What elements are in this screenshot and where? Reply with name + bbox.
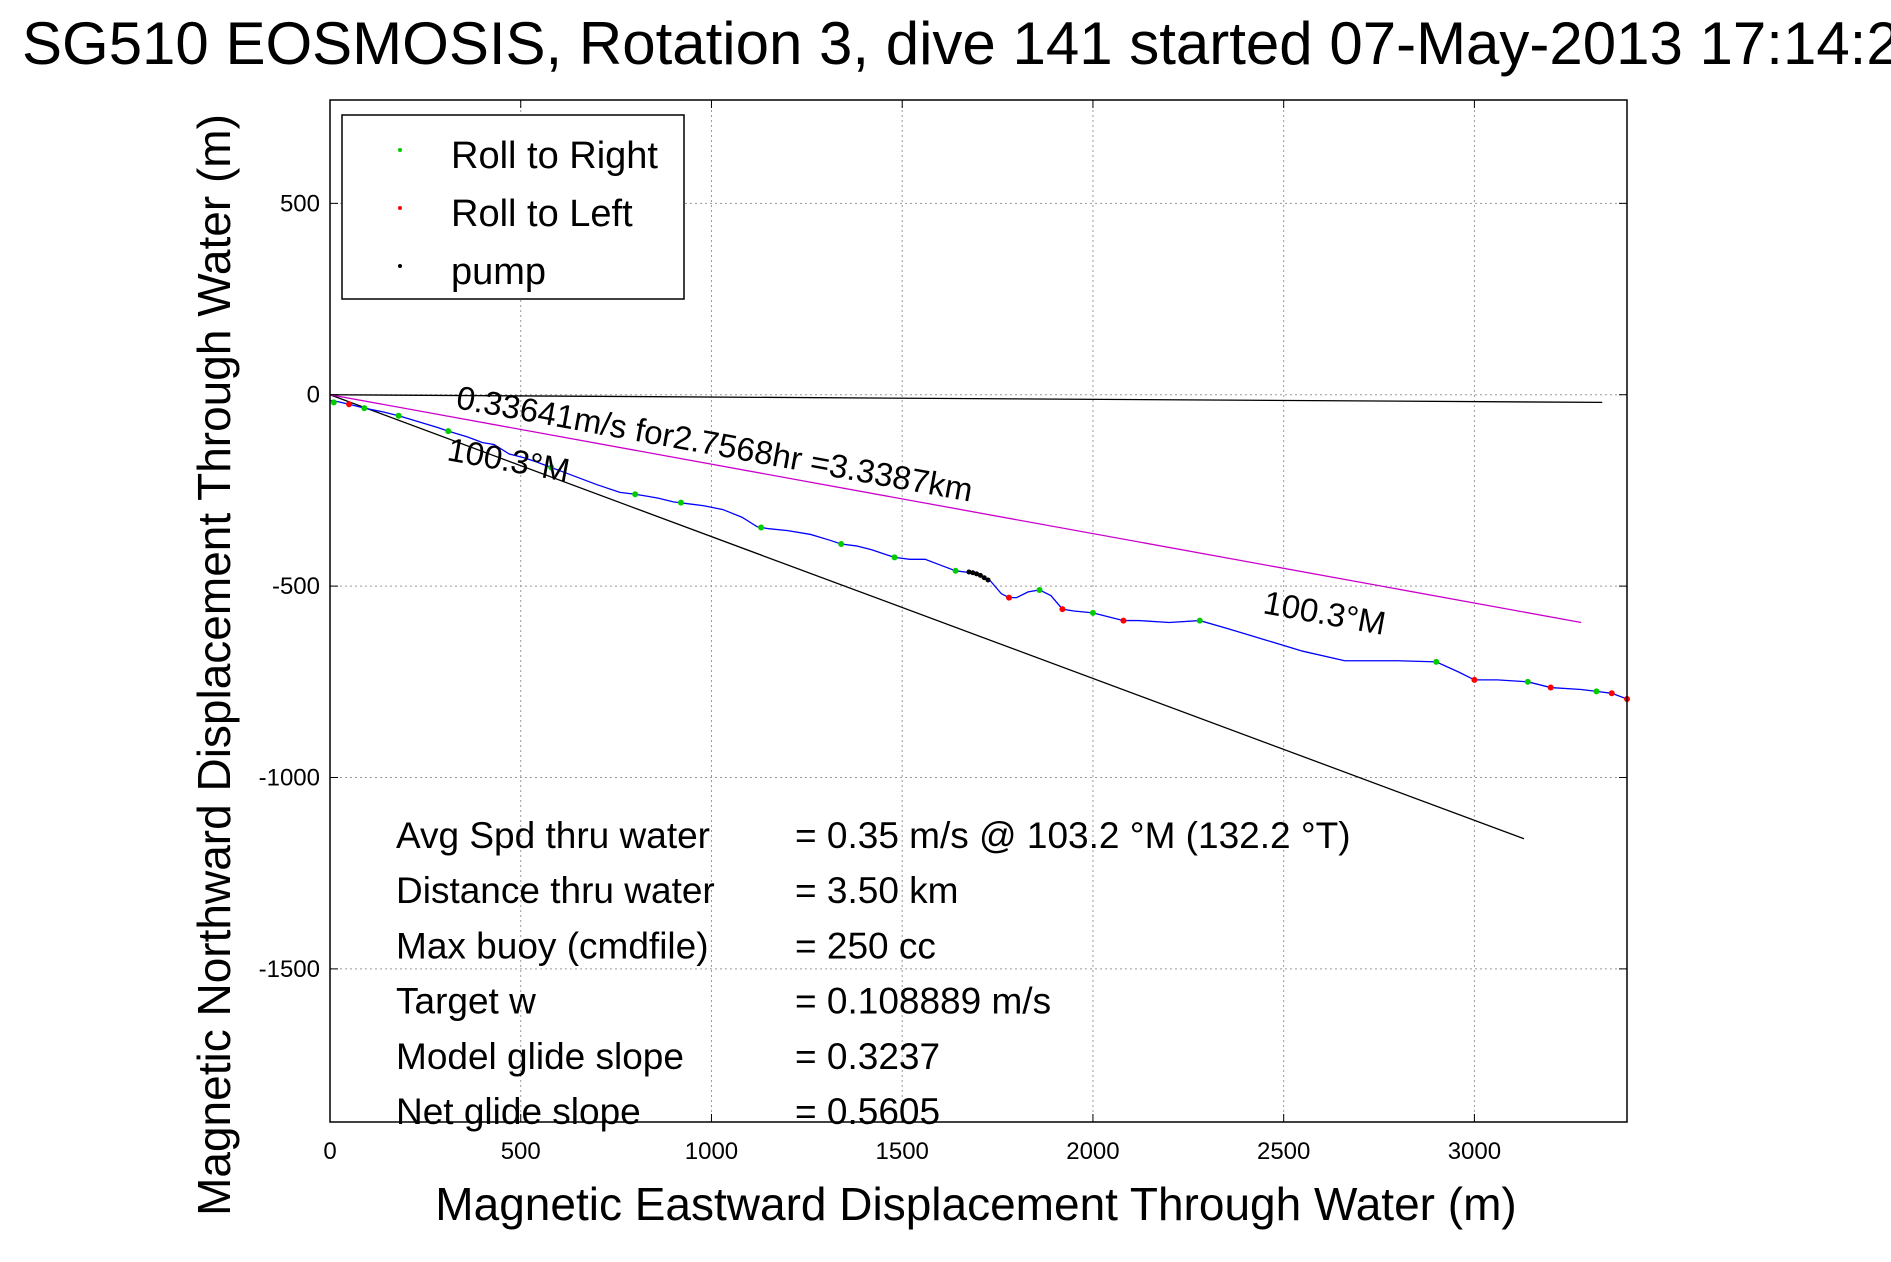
reference-line-magenta-net [329, 394, 1582, 624]
roll-left-point [1608, 690, 1615, 697]
roll-left-point [1059, 606, 1066, 613]
stat-value: = 0.5605 [795, 1091, 940, 1132]
roll-left-point [1547, 684, 1554, 691]
tick-marks [329, 100, 1627, 1122]
roll-right-point [1196, 617, 1203, 624]
roll-right-point [330, 399, 337, 406]
stat-value: = 0.108889 m/s [795, 981, 1051, 1022]
roll-left-point [346, 401, 353, 408]
roll-right-point [361, 405, 368, 412]
stat-value: = 3.50 km [795, 870, 959, 911]
roll-right-point [758, 524, 765, 531]
stat-label: Target w [396, 981, 536, 1022]
plot-area-border [329, 99, 1628, 1123]
roll-left-point [1006, 594, 1013, 601]
stat-label: Avg Spd thru water [396, 815, 710, 856]
stat-value: = 0.35 m/s @ 103.2 °M (132.2 °T) [795, 815, 1351, 856]
reference-line-black-diagonal [329, 394, 1525, 840]
legend-marker-pump [398, 264, 402, 268]
legend-marker-roll-left [398, 206, 402, 210]
reference-line-black-horizontal [329, 394, 1603, 404]
legend-label-roll-left: Roll to Left [451, 193, 633, 235]
y-tick-label: 0 [307, 382, 320, 409]
stat-label: Max buoy (cmdfile) [396, 925, 709, 966]
legend-marker-roll-right [398, 148, 402, 152]
legend-label-pump: pump [451, 251, 546, 293]
roll-right-point [1593, 688, 1600, 695]
chart-title: SG510 EOSMOSIS, Rotation 3, dive 141 sta… [22, 10, 1891, 77]
roll-right-point [838, 541, 845, 548]
stat-value: = 250 cc [795, 925, 936, 966]
roll-right-point [445, 428, 452, 435]
x-tick-label: 2500 [1257, 1138, 1310, 1165]
pump-point [974, 571, 980, 577]
pump-point [970, 570, 976, 576]
roll-right-point [1524, 678, 1531, 685]
pump-point [981, 575, 987, 581]
roll-right-point [1089, 609, 1096, 616]
stats-block: Avg Spd thru water = 0.35 m/s @ 103.2 °M … [396, 815, 1351, 1132]
roll-right-point [395, 412, 402, 419]
stat-label: Net glide slope [396, 1091, 641, 1132]
roll-right-point [632, 491, 639, 498]
y-tick-labels: 500 0 -500 -1000 -1500 [259, 190, 320, 983]
y-tick-label: -500 [272, 573, 320, 600]
x-tick-labels: 0 500 1000 1500 2000 2500 3000 [323, 1138, 1501, 1165]
roll-right-point [1433, 658, 1440, 665]
stat-label: Distance thru water [396, 870, 715, 911]
y-tick-label: -1500 [259, 956, 320, 983]
roll-left-point [1471, 676, 1478, 683]
pump-point [966, 569, 972, 575]
y-tick-label: 500 [280, 190, 320, 217]
roll-right-point [548, 464, 555, 471]
stat-value: = 0.3237 [795, 1036, 940, 1077]
roll-right-point [952, 567, 959, 574]
x-tick-label: 0 [323, 1138, 336, 1165]
reference-lines [329, 394, 1603, 840]
pump-point [985, 577, 991, 583]
y-tick-label: -1000 [259, 765, 320, 792]
y-axis-label: Magnetic Northward Displacement Through … [188, 114, 240, 1216]
roll-right-point [677, 499, 684, 506]
pump-point [977, 572, 983, 578]
stat-label: Model glide slope [396, 1036, 684, 1077]
x-tick-label: 1000 [685, 1138, 738, 1165]
x-axis-label: Magnetic Eastward Displacement Through W… [435, 1178, 1516, 1230]
x-tick-label: 1500 [876, 1138, 929, 1165]
roll-right-point [891, 554, 898, 561]
x-tick-label: 3000 [1448, 1138, 1501, 1165]
x-tick-label: 500 [501, 1138, 541, 1165]
roll-markers [330, 399, 1630, 703]
roll-left-point [1120, 617, 1127, 624]
legend-label-roll-right: Roll to Right [451, 135, 658, 177]
roll-right-point [1036, 586, 1043, 593]
x-tick-label: 2000 [1066, 1138, 1119, 1165]
legend: Roll to Right Roll to Left pump [341, 114, 685, 300]
